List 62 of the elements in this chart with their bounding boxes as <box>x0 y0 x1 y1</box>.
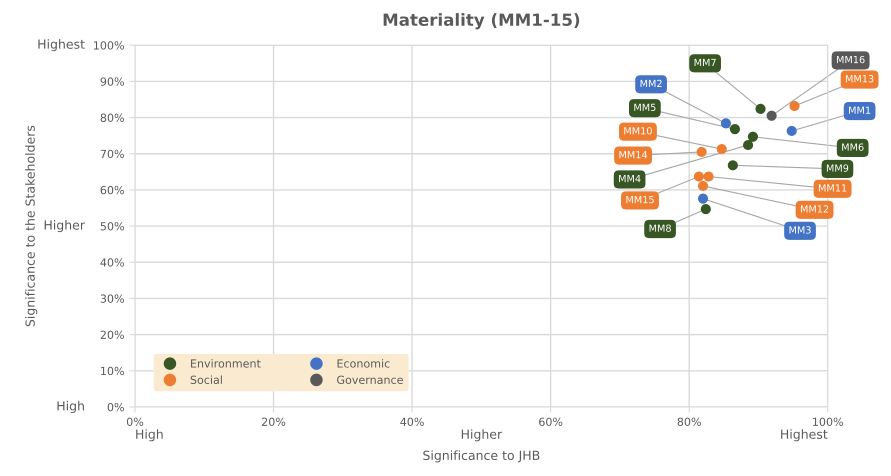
point <box>755 104 766 114</box>
point <box>698 180 708 192</box>
text: High <box>136 429 163 442</box>
text: Higher <box>462 429 502 442</box>
annotation: MM13 <box>846 75 874 82</box>
annotation: MM10 <box>624 127 652 134</box>
y-tick-label: 10% <box>101 366 124 376</box>
y-tick-label: 30% <box>100 294 124 303</box>
legend-label: Economic <box>338 359 390 368</box>
point <box>696 146 707 158</box>
annotation: MM14 <box>619 151 648 158</box>
y-tick-label: 40% <box>100 258 124 267</box>
annotation: MM5 <box>634 104 656 111</box>
annotation: MM3 <box>790 226 811 234</box>
x-tick-label: 100% <box>813 418 844 426</box>
point <box>742 140 754 150</box>
chart-title: Materiality (MM1-15) <box>384 13 580 30</box>
y-axis-title: Significance to the Stakeholders <box>25 126 38 326</box>
annotation: MM7 <box>694 58 716 66</box>
annotation: MM6 <box>842 143 864 151</box>
x-tick-label: 80% <box>678 418 701 426</box>
x-axis-title: Significance to JHB <box>423 450 540 462</box>
point <box>730 124 740 134</box>
point <box>698 194 708 204</box>
point <box>786 126 797 136</box>
text: Highest <box>781 429 828 442</box>
legend-label: Governance <box>337 376 403 384</box>
legend-label: Environment <box>191 359 261 368</box>
point <box>766 110 777 121</box>
annotation: MM1 <box>849 106 870 114</box>
point <box>694 171 704 182</box>
point <box>728 160 738 170</box>
text: Highest <box>38 39 85 52</box>
y-tick-label: 90% <box>100 77 124 86</box>
point <box>789 100 800 112</box>
annotation: MM8 <box>650 224 671 232</box>
text: High <box>57 400 84 414</box>
x-tick-label: 40% <box>400 418 424 426</box>
point <box>748 132 758 142</box>
y-tick-label: 0% <box>108 402 124 412</box>
y-tick-label: 50% <box>100 222 124 230</box>
legend-label: Social <box>190 375 222 384</box>
y-tick-label: 60% <box>100 186 124 194</box>
x-tick-label: 20% <box>262 418 286 426</box>
annotation: MM12 <box>800 205 828 213</box>
point <box>720 118 731 128</box>
annotation: MM9 <box>826 164 848 172</box>
x-tick-label: 60% <box>539 418 562 426</box>
point <box>716 144 727 154</box>
annotation: MM2 <box>640 80 662 87</box>
annotation: MM15 <box>626 196 654 204</box>
y-tick-label: 70% <box>100 150 124 158</box>
y-tick-label: 100% <box>94 41 124 50</box>
annotation: MM16 <box>836 56 865 64</box>
annotation: MM11 <box>818 184 846 192</box>
annotation: MM4 <box>619 175 641 182</box>
x-tick-label: 0% <box>126 418 144 426</box>
point <box>700 204 711 214</box>
y-tick-label: 20% <box>100 330 124 340</box>
y-tick-label: 80% <box>100 114 124 122</box>
point <box>704 171 714 182</box>
text: Higher <box>44 220 85 232</box>
